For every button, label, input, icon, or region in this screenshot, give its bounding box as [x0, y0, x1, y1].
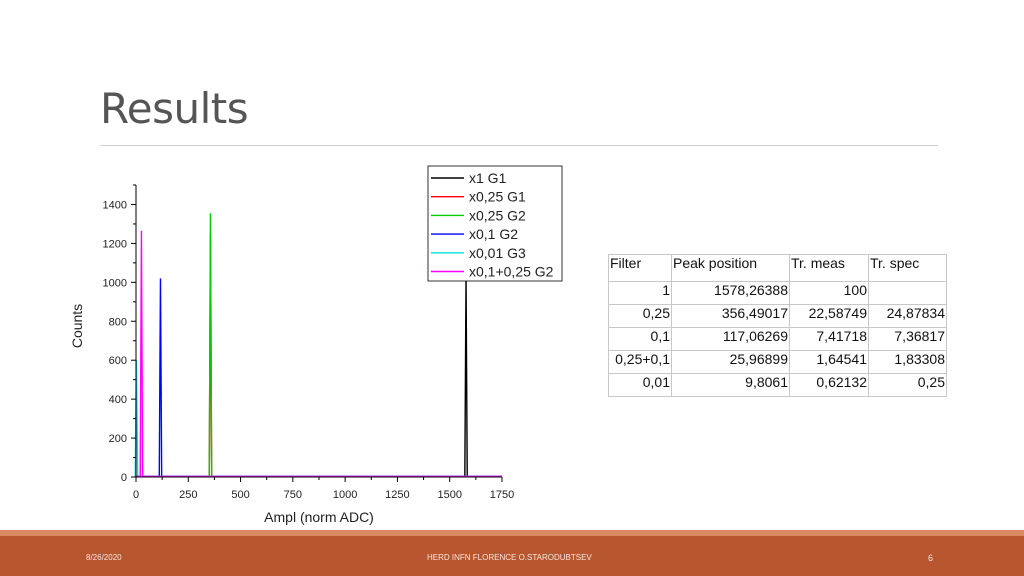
series-line-0 [136, 276, 502, 478]
table-cell: 0,25 [868, 373, 947, 397]
table-cell: 1 [608, 281, 672, 305]
table-cell: 0,62132 [789, 373, 869, 397]
table-cell: 25,96899 [671, 350, 790, 374]
footer-band [0, 530, 1024, 576]
page-number: 6 [928, 553, 934, 563]
table-cell: 0,25 [608, 304, 672, 328]
y-tick-label: 200 [109, 433, 127, 445]
y-tick-label: 400 [109, 394, 127, 406]
x-tick-label: 250 [179, 489, 197, 501]
legend-box [427, 165, 563, 282]
spectrum-chart: 0 250 500 750 1000 1250 1500 1750 0 200 400 600 800 1… [69, 165, 563, 525]
header-tr-spec: Tr. spec [868, 254, 947, 282]
table-cell: 7,41718 [789, 327, 869, 351]
table-cell: 1,83308 [868, 350, 947, 374]
table-row: 0,1 117,06269 7,41718 7,36817 [608, 327, 947, 351]
x-tick-label: 1750 [490, 489, 514, 501]
y-tick-label: 600 [109, 355, 127, 367]
series-line-4 [134, 360, 502, 478]
table-cell [868, 281, 947, 305]
legend-label: x0,1 G2 [469, 226, 518, 242]
legend-label: x1 G1 [469, 170, 507, 186]
x-tick-label: 500 [231, 489, 249, 501]
table-row: 0,25+0,1 25,96899 1,64541 1,83308 [608, 350, 947, 374]
x-tick-label: 0 [133, 489, 139, 501]
table-cell: 117,06269 [671, 327, 790, 351]
y-tick-label: 1000 [103, 277, 127, 289]
table-cell: 22,58749 [789, 304, 869, 328]
x-tick-label: 750 [284, 489, 302, 501]
table-cell: 0,1 [608, 327, 672, 351]
table-row: 0,25 356,49017 22,58749 24,87834 [608, 304, 947, 328]
table-cell: 1578,26388 [671, 281, 790, 305]
legend-label: x0,01 G3 [469, 245, 526, 261]
legend-label: x0,25 G2 [469, 207, 526, 223]
table-cell: 1,64541 [789, 350, 869, 374]
y-tick-label: 1400 [103, 199, 127, 211]
table-cell: 0,25+0,1 [608, 350, 672, 374]
footer-date: 8/26/2020 [86, 553, 122, 562]
x-axis-label: Ampl (norm ADC) [264, 509, 374, 525]
table-cell: 24,87834 [868, 304, 947, 328]
header-filter: Filter [608, 254, 672, 282]
table-cell: 356,49017 [671, 304, 790, 328]
y-tick-label: 0 [121, 472, 127, 484]
table-cell: 9,8061 [671, 373, 790, 397]
table-cell: 0,01 [608, 373, 672, 397]
table-header-row: Filter Peak position Tr. meas Tr. spec [608, 254, 947, 282]
table-row: 0,01 9,8061 0,62132 0,25 [608, 373, 947, 397]
y-tick-label: 1200 [103, 238, 127, 250]
legend-label: x0,25 G1 [469, 189, 526, 205]
x-tick-label: 1000 [333, 489, 357, 501]
legend-label: x0,1+0,25 G2 [469, 264, 554, 280]
x-tick-label: 1250 [385, 489, 409, 501]
series-line-3 [136, 278, 502, 478]
y-axis-label: Counts [69, 304, 85, 348]
y-tick-label: 800 [109, 316, 127, 328]
slide-title: Results [100, 84, 249, 133]
table-cell: 100 [789, 281, 869, 305]
results-table: Filter Peak position Tr. meas Tr. spec 1… [608, 254, 947, 397]
header-tr-meas: Tr. meas [789, 254, 869, 282]
table-cell: 7,36817 [868, 327, 947, 351]
x-tick-label: 1500 [437, 489, 461, 501]
footer-author: HERD INFN FLORENCE O.STARODUBTSEV [427, 553, 592, 562]
table-row: 1 1578,26388 100 [608, 281, 947, 305]
title-divider [100, 145, 938, 146]
header-peak-position: Peak position [671, 254, 790, 282]
